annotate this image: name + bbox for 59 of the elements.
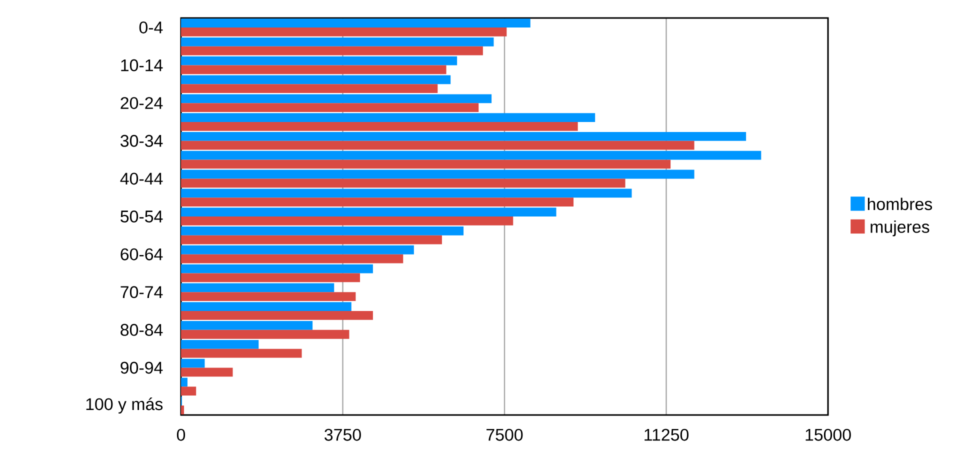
bar [181, 311, 373, 320]
x-tick-label: 15000 [806, 428, 851, 441]
bar [181, 56, 458, 66]
y-tick-label: 40-44 [120, 172, 163, 185]
bar [181, 150, 762, 160]
x-tick-label: 7500 [486, 428, 523, 441]
bar [181, 178, 626, 188]
bar [181, 37, 494, 46]
bar [181, 122, 578, 131]
bar [181, 94, 492, 104]
y-tick-label: 10-14 [121, 59, 163, 72]
bar [181, 27, 507, 36]
bar [181, 198, 574, 206]
y-tick-label: 100 y más [86, 398, 163, 414]
bar [181, 226, 464, 236]
bar [181, 84, 438, 94]
bar [181, 386, 196, 396]
bar [181, 132, 746, 141]
legend-label: hombres [868, 198, 932, 210]
y-tick-label: 30-34 [120, 134, 163, 147]
bar [181, 264, 373, 274]
bar [181, 273, 360, 282]
y-tick-label: 0-4 [139, 21, 163, 34]
bar [181, 330, 350, 339]
bar [181, 340, 259, 349]
bar [181, 208, 556, 217]
bar [181, 140, 694, 150]
bar [181, 378, 188, 387]
y-tick-label: 90-94 [120, 362, 163, 374]
bar [181, 75, 451, 84]
bar [181, 235, 442, 244]
x-tick-label: 3750 [324, 428, 361, 441]
y-tick-label: 20-24 [120, 97, 163, 110]
bar [181, 46, 483, 56]
legend-label: mujeres [870, 220, 930, 236]
bar [181, 216, 514, 226]
bar [181, 113, 596, 122]
bar [181, 358, 205, 368]
bar [181, 368, 233, 377]
bar [181, 65, 446, 74]
y-tick-label: 80-84 [120, 324, 163, 336]
bar [181, 245, 414, 254]
bar [181, 283, 334, 292]
bar [181, 160, 671, 169]
bar [181, 292, 356, 302]
x-tick-label: 11250 [644, 428, 689, 441]
bar [181, 170, 694, 179]
bar [181, 302, 352, 312]
bar [181, 321, 313, 330]
bar [181, 188, 632, 198]
y-tick-label: 50-54 [120, 210, 163, 223]
bar [181, 406, 184, 414]
bar [181, 18, 530, 28]
bar [181, 254, 404, 264]
x-tick-label: 0 [176, 428, 186, 441]
bar [181, 103, 479, 112]
bar [181, 348, 302, 358]
y-tick-label: 70-74 [120, 286, 163, 298]
y-tick-label: 60-64 [120, 248, 163, 260]
